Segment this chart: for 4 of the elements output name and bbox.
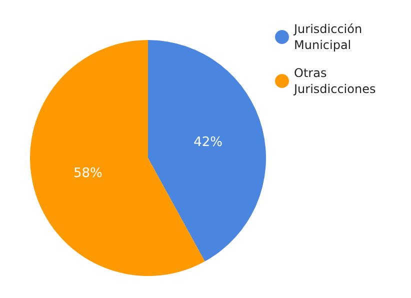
data-label: 58%	[73, 166, 102, 181]
legend-label: Jurisdicción Municipal	[293, 22, 366, 52]
legend-label: Otras Jurisdicciones	[293, 66, 376, 96]
data-label: 42%	[194, 135, 223, 150]
